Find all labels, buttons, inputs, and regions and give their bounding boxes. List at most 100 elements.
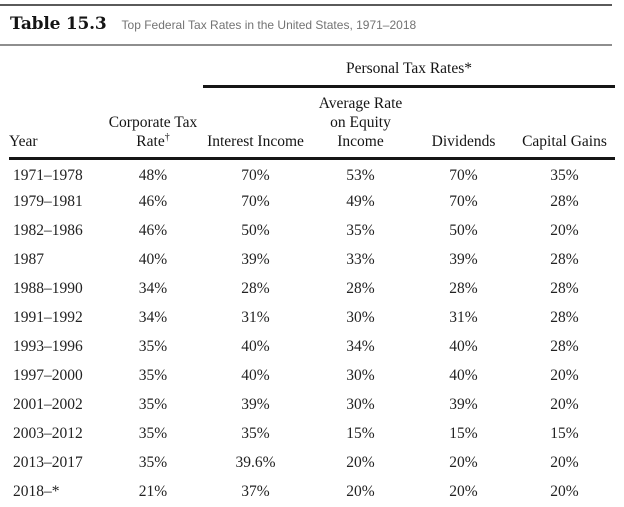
dagger-footnote-marker: † (164, 131, 170, 143)
interest-income-cell: 39% (241, 251, 270, 268)
column-header-equity-income: Average Rate on Equity Income (308, 86, 413, 160)
corporate-rate-cell: 35% (138, 425, 168, 442)
equity-header-line2: on Equity Income (330, 114, 391, 150)
corporate-rate-cell: 48% (138, 166, 168, 184)
corporate-rate-cell: 35% (138, 396, 168, 413)
equity-income-cell: 30% (346, 309, 375, 326)
interest-income-cell: 37% (241, 483, 270, 500)
corporate-rate-cell: 35% (138, 454, 168, 471)
year-cell: 1993–1996 (13, 338, 83, 355)
capital-gains-cell: 28% (550, 193, 579, 210)
capital-gains-cell: 28% (550, 251, 579, 268)
capital-gains-cell: 20% (550, 367, 579, 384)
dividends-cell: 70% (449, 193, 478, 210)
table-row: 1988–1990 34% 28% 28% 28% 28% (9, 275, 615, 304)
year-cell: 2013–2017 (13, 454, 83, 471)
year-cell: 2003–2012 (13, 425, 83, 442)
year-cell: 1971–1978 (13, 166, 83, 184)
interest-income-cell: 50% (241, 222, 270, 239)
capital-gains-cell: 35% (550, 166, 579, 184)
year-cell: 2018–* (13, 483, 60, 500)
table-caption-bar: Table 15.3 Top Federal Tax Rates in the … (0, 4, 612, 46)
interest-income-cell: 70% (241, 166, 270, 184)
capital-gains-cell: 15% (550, 425, 579, 442)
dividends-cell: 40% (449, 338, 478, 355)
group-header-spacer (9, 58, 203, 87)
equity-income-cell: 35% (346, 222, 375, 239)
equity-income-cell: 15% (346, 425, 375, 442)
column-header-year: Year (9, 86, 103, 160)
year-cell: 1979–1981 (13, 193, 83, 210)
column-header-row: Year Corporate Tax Rate† Interest Income… (9, 86, 615, 160)
dividends-cell: 31% (449, 309, 478, 326)
table-header: Personal Tax Rates* Year Corporate Tax R… (9, 58, 615, 160)
corporate-header-line2: Rate (136, 133, 165, 150)
corporate-rate-cell: 46% (138, 193, 168, 210)
corporate-rate-cell: 35% (138, 338, 168, 355)
interest-income-cell: 40% (241, 338, 270, 355)
corporate-header-line1: Corporate Tax (108, 114, 198, 131)
year-cell: 1988–1990 (13, 280, 83, 297)
corporate-rate-cell: 34% (138, 280, 168, 297)
corporate-rate-cell: 21% (138, 483, 168, 500)
interest-income-cell: 40% (241, 367, 270, 384)
equity-income-cell: 30% (346, 367, 375, 384)
column-header-corporate-tax-rate: Corporate Tax Rate† (103, 86, 203, 160)
table-row: 2001–2002 35% 39% 30% 39% 20% (9, 391, 615, 420)
capital-gains-cell: 20% (550, 222, 579, 239)
dividends-cell: 20% (449, 483, 478, 500)
dividends-cell: 28% (449, 280, 478, 297)
group-header-row: Personal Tax Rates* (9, 58, 615, 88)
interest-income-cell: 35% (241, 425, 270, 442)
equity-income-cell: 28% (346, 280, 375, 297)
column-header-interest-income: Interest Income (203, 86, 308, 160)
column-header-dividends: Dividends (413, 86, 514, 160)
table-row: 1993–1996 35% 40% 34% 40% 28% (9, 333, 615, 362)
table-row: 1991–1992 34% 31% 30% 31% 28% (9, 304, 615, 333)
capital-gains-cell: 28% (550, 280, 579, 297)
table-row: 1982–1986 46% 50% 35% 50% 20% (9, 217, 615, 246)
equity-income-cell: 49% (346, 193, 375, 210)
dividends-cell: 39% (449, 251, 478, 268)
interest-income-cell: 39.6% (235, 454, 276, 471)
year-cell: 1982–1986 (13, 222, 83, 239)
equity-income-cell: 34% (346, 338, 375, 355)
table-row: 2013–2017 35% 39.6% 20% 20% 20% (9, 449, 615, 478)
table-row: 1987 40% 39% 33% 39% 28% (9, 246, 615, 275)
corporate-rate-cell: 46% (138, 222, 168, 239)
year-cell: 1997–2000 (13, 367, 83, 384)
dividends-cell: 40% (449, 367, 478, 384)
equity-income-cell: 33% (346, 251, 375, 268)
equity-income-cell: 53% (346, 166, 375, 184)
table-row: 1997–2000 35% 40% 30% 40% 20% (9, 362, 615, 391)
table-subtitle: Top Federal Tax Rates in the United Stat… (121, 18, 417, 32)
dividends-cell: 20% (449, 454, 478, 471)
equity-income-cell: 30% (346, 396, 375, 413)
equity-header-line1: Average Rate (318, 95, 403, 112)
capital-gains-cell: 28% (550, 338, 579, 355)
year-cell: 1987 (13, 251, 44, 268)
year-cell: 2001–2002 (13, 396, 83, 413)
capital-gains-cell: 28% (550, 309, 579, 326)
dividends-cell: 50% (449, 222, 478, 239)
capital-gains-cell: 20% (550, 454, 579, 471)
table-row: 1979–1981 46% 70% 49% 70% 28% (9, 188, 615, 217)
corporate-rate-cell: 34% (138, 309, 168, 326)
equity-income-cell: 20% (346, 483, 375, 500)
corporate-rate-cell: 40% (138, 251, 168, 268)
table-row: 2018–* 21% 37% 20% 20% 20% (9, 478, 615, 507)
dividends-cell: 39% (449, 396, 478, 413)
table-row: 1971–1978 48% 70% 53% 70% 35% (9, 159, 615, 188)
interest-income-cell: 70% (241, 193, 270, 210)
capital-gains-cell: 20% (550, 483, 579, 500)
dividends-cell: 70% (449, 166, 478, 184)
table-body: 1971–1978 48% 70% 53% 70% 35% 1979–1981 … (9, 159, 615, 507)
table-number-label: Table 15.3 (10, 14, 107, 34)
equity-income-cell: 20% (346, 454, 375, 471)
tax-rates-table: Personal Tax Rates* Year Corporate Tax R… (9, 58, 615, 507)
corporate-rate-cell: 35% (138, 367, 168, 384)
dividends-cell: 15% (449, 425, 478, 442)
table-row: 2003–2012 35% 35% 15% 15% 15% (9, 420, 615, 449)
year-cell: 1991–1992 (13, 309, 83, 326)
